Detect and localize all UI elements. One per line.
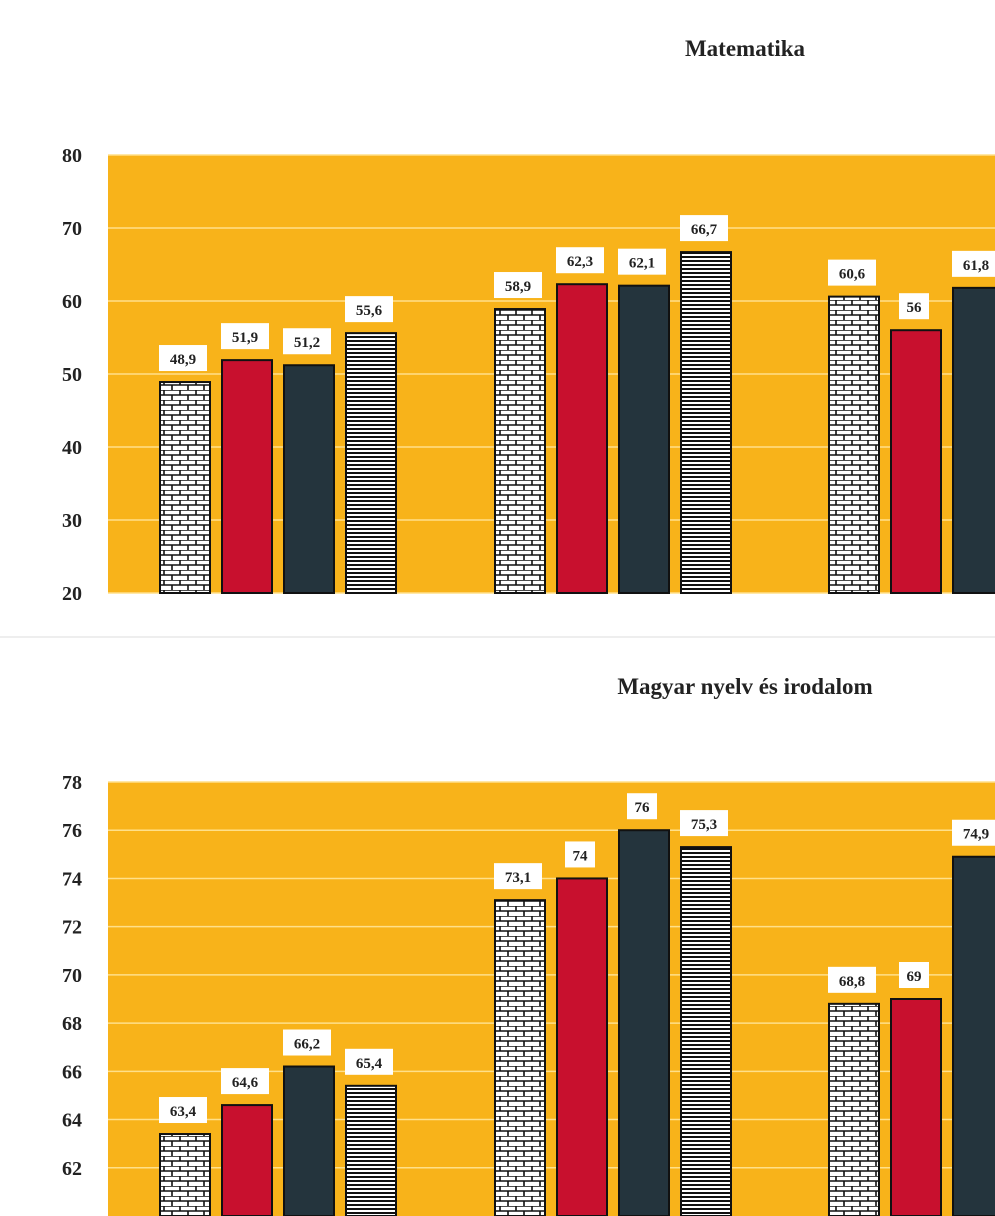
bar (283, 1065, 335, 1216)
data-label-box (159, 345, 207, 372)
data-label: 58,9 (505, 279, 531, 295)
bar (618, 829, 670, 1216)
data-label-box (899, 293, 929, 320)
data-label: 61,8 (963, 258, 989, 274)
data-label-box (556, 247, 604, 274)
data-label: 60,6 (839, 267, 866, 283)
data-label-box (952, 819, 995, 846)
data-label-box (680, 810, 728, 837)
bar (283, 364, 335, 594)
data-label-box (627, 793, 657, 820)
y-tick-label: 76 (62, 820, 82, 842)
y-tick-label: 30 (62, 510, 82, 532)
y-tick-label: 64 (62, 1110, 82, 1132)
data-label-box (565, 841, 595, 868)
bar (618, 284, 670, 594)
bar (828, 295, 880, 594)
bar (890, 329, 942, 594)
data-label: 73,1 (505, 870, 531, 886)
bar (345, 1084, 397, 1216)
data-label-box (618, 248, 666, 275)
bar (345, 332, 397, 594)
y-tick-label: 78 (62, 772, 82, 794)
data-label-box (494, 863, 542, 890)
data-label-box (345, 1048, 393, 1075)
y-tick-label: 80 (62, 145, 82, 167)
y-tick-label: 66 (62, 1061, 82, 1083)
data-label: 62,3 (567, 254, 593, 270)
data-label-box (159, 1097, 207, 1124)
bar (828, 1002, 880, 1216)
bar (159, 1133, 211, 1216)
y-tick-label: 72 (62, 917, 82, 939)
data-label: 62,1 (629, 256, 655, 272)
y-tick-label: 70 (62, 965, 82, 987)
y-tick-label: 20 (62, 583, 82, 600)
data-label-box (221, 323, 269, 350)
data-label-box (828, 966, 876, 993)
data-label: 76 (635, 800, 651, 816)
y-tick-label: 70 (62, 218, 82, 240)
bar (952, 286, 995, 594)
bar (221, 1104, 273, 1216)
bar (952, 855, 995, 1216)
chart-title: Matematika (685, 36, 806, 61)
data-label-box (828, 259, 876, 286)
data-label: 63,4 (170, 1104, 197, 1120)
bar (680, 251, 732, 594)
data-label: 51,9 (232, 330, 258, 346)
y-tick-label: 68 (62, 1013, 82, 1035)
data-label: 75,3 (691, 817, 717, 833)
data-label-box (494, 272, 542, 299)
y-tick-label: 62 (62, 1158, 82, 1180)
bar (556, 877, 608, 1216)
chart-matematika: Matematika 20 30 40 50 60 70 80 48,9 51,9 51,2 55,6… (62, 36, 995, 600)
data-label-box (283, 1029, 331, 1056)
y-tick-label: 50 (62, 364, 82, 386)
data-label-box (952, 250, 995, 277)
bar (221, 359, 273, 594)
y-tick-label: 60 (62, 291, 82, 313)
data-label-box (899, 962, 929, 988)
chart-magyar: Magyar nyelv és irodalom 62 64 66 68 70 72 74 76… (62, 674, 995, 1216)
y-tick-label: 40 (62, 437, 82, 459)
data-label: 69 (907, 969, 922, 985)
data-label: 68,8 (839, 974, 865, 990)
data-label-box (345, 296, 393, 323)
chart-title: Magyar nyelv és irodalom (617, 674, 872, 699)
data-label: 74 (573, 848, 589, 864)
data-label: 66,7 (691, 222, 718, 238)
data-label: 74,9 (963, 827, 989, 843)
bar (890, 998, 942, 1216)
bar (494, 899, 546, 1216)
divider (0, 636, 995, 638)
y-tick-label: 74 (62, 868, 82, 890)
data-label: 66,2 (294, 1037, 320, 1053)
bar (556, 283, 608, 594)
data-label-box (283, 328, 331, 355)
bar (680, 846, 732, 1216)
bar (494, 308, 546, 594)
data-label-box (221, 1068, 269, 1095)
data-label-box (680, 215, 728, 242)
data-label: 65,4 (356, 1056, 383, 1072)
bar (159, 381, 211, 594)
data-label: 48,9 (170, 352, 196, 368)
data-label: 56 (907, 300, 923, 316)
data-label: 55,6 (356, 303, 383, 319)
data-label: 51,2 (294, 335, 320, 351)
data-label: 64,6 (232, 1075, 259, 1091)
